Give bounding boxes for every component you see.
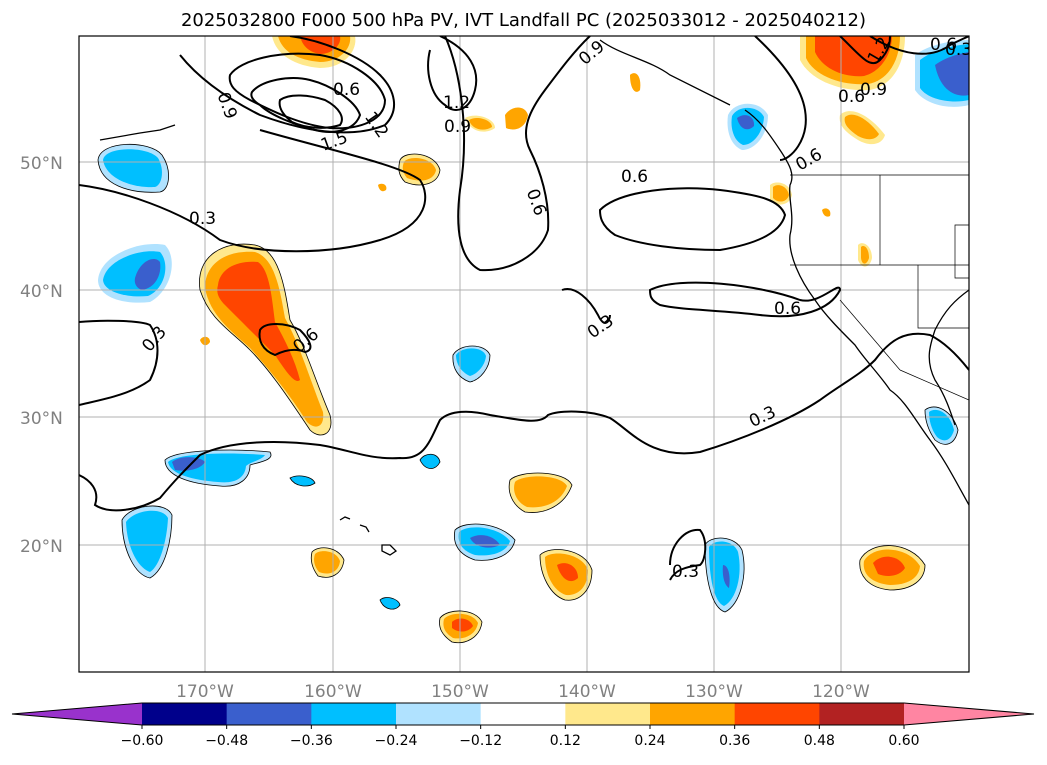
contour-label: 0.6: [774, 299, 801, 319]
ivt-outlines: [97, 143, 959, 644]
colorbar-tick-label: −0.12: [459, 733, 502, 749]
colorbar-segment: [734, 703, 820, 725]
colorbar-tick-label: 0.24: [634, 733, 665, 749]
colorbar-segment: [819, 703, 905, 725]
lat-label: 50°N: [20, 154, 63, 174]
contour-label: 0.3: [672, 562, 699, 582]
colorbar-segment: [311, 703, 397, 725]
colorbar-tick-label: 0.60: [888, 733, 919, 749]
contour-label: 0.6: [930, 35, 957, 55]
lon-label: 130°W: [685, 682, 743, 702]
colorbar-ticks: −0.60 −0.48 −0.36 −0.24 −0.12 0.12 0.24 0.36 0.4…: [121, 725, 920, 749]
contour-0.3: [79, 319, 159, 406]
state-borders: [790, 174, 969, 401]
colorbar-tick-label: −0.36: [290, 733, 333, 749]
colorbar-tick-label: 0.36: [719, 733, 750, 749]
contour-label: 0.9: [860, 80, 887, 100]
colorbar-tick-label: −0.24: [375, 733, 418, 749]
colorbar-segment: [396, 703, 482, 725]
latitude-labels: 50°N 40°N 30°N 20°N: [20, 154, 63, 557]
pv-contours: [79, 36, 969, 581]
contour-label: 0.6: [333, 80, 360, 100]
colorbar-under-triangle: [12, 703, 142, 725]
colorbar-tick-label: −0.48: [205, 733, 248, 749]
contour-label: 0.3: [945, 40, 972, 60]
lat-label: 30°N: [20, 409, 63, 429]
lon-label: 120°W: [812, 682, 870, 702]
lon-label: 160°W: [304, 682, 362, 702]
contour-label: 0.3: [189, 209, 216, 229]
gridlines: [79, 36, 969, 672]
colorbar-tick-label: 0.48: [804, 733, 835, 749]
colorbar-tick-label: −0.60: [121, 733, 164, 749]
contour-label: 0.6: [838, 87, 865, 107]
colorbar-tick-label: 0.12: [550, 733, 581, 749]
lon-label: 150°W: [431, 682, 489, 702]
contour-labels: 0.9 0.6 1.5 1.2 1.2 0.9 0.9 0.6 0.6 0.3 …: [138, 35, 972, 582]
plot-frame: [78, 35, 970, 673]
contour-label: 1.2: [443, 93, 470, 113]
lat-label: 20°N: [20, 537, 63, 557]
map-title: 2025032800 F000 500 hPa PV, IVT Landfall…: [180, 10, 867, 31]
colorbar-segment: [565, 703, 651, 725]
lat-label: 40°N: [20, 282, 63, 302]
lon-label: 140°W: [558, 682, 616, 702]
longitude-labels: 170°W 160°W 150°W 140°W 130°W 120°W: [176, 682, 870, 702]
contour-label: 0.9: [444, 117, 471, 137]
colorbar: [11, 702, 1035, 726]
colorbar-segment: [650, 703, 736, 725]
colorbar-over-triangle: [904, 703, 1034, 725]
contour-label: 0.6: [621, 167, 648, 187]
colorbar-segment: [226, 703, 312, 725]
lon-label: 170°W: [176, 682, 234, 702]
colorbar-segment: [480, 703, 566, 725]
colorbar-segment: [142, 703, 228, 725]
plot-area: [79, 36, 969, 672]
ivt-shading: [98, 36, 969, 643]
